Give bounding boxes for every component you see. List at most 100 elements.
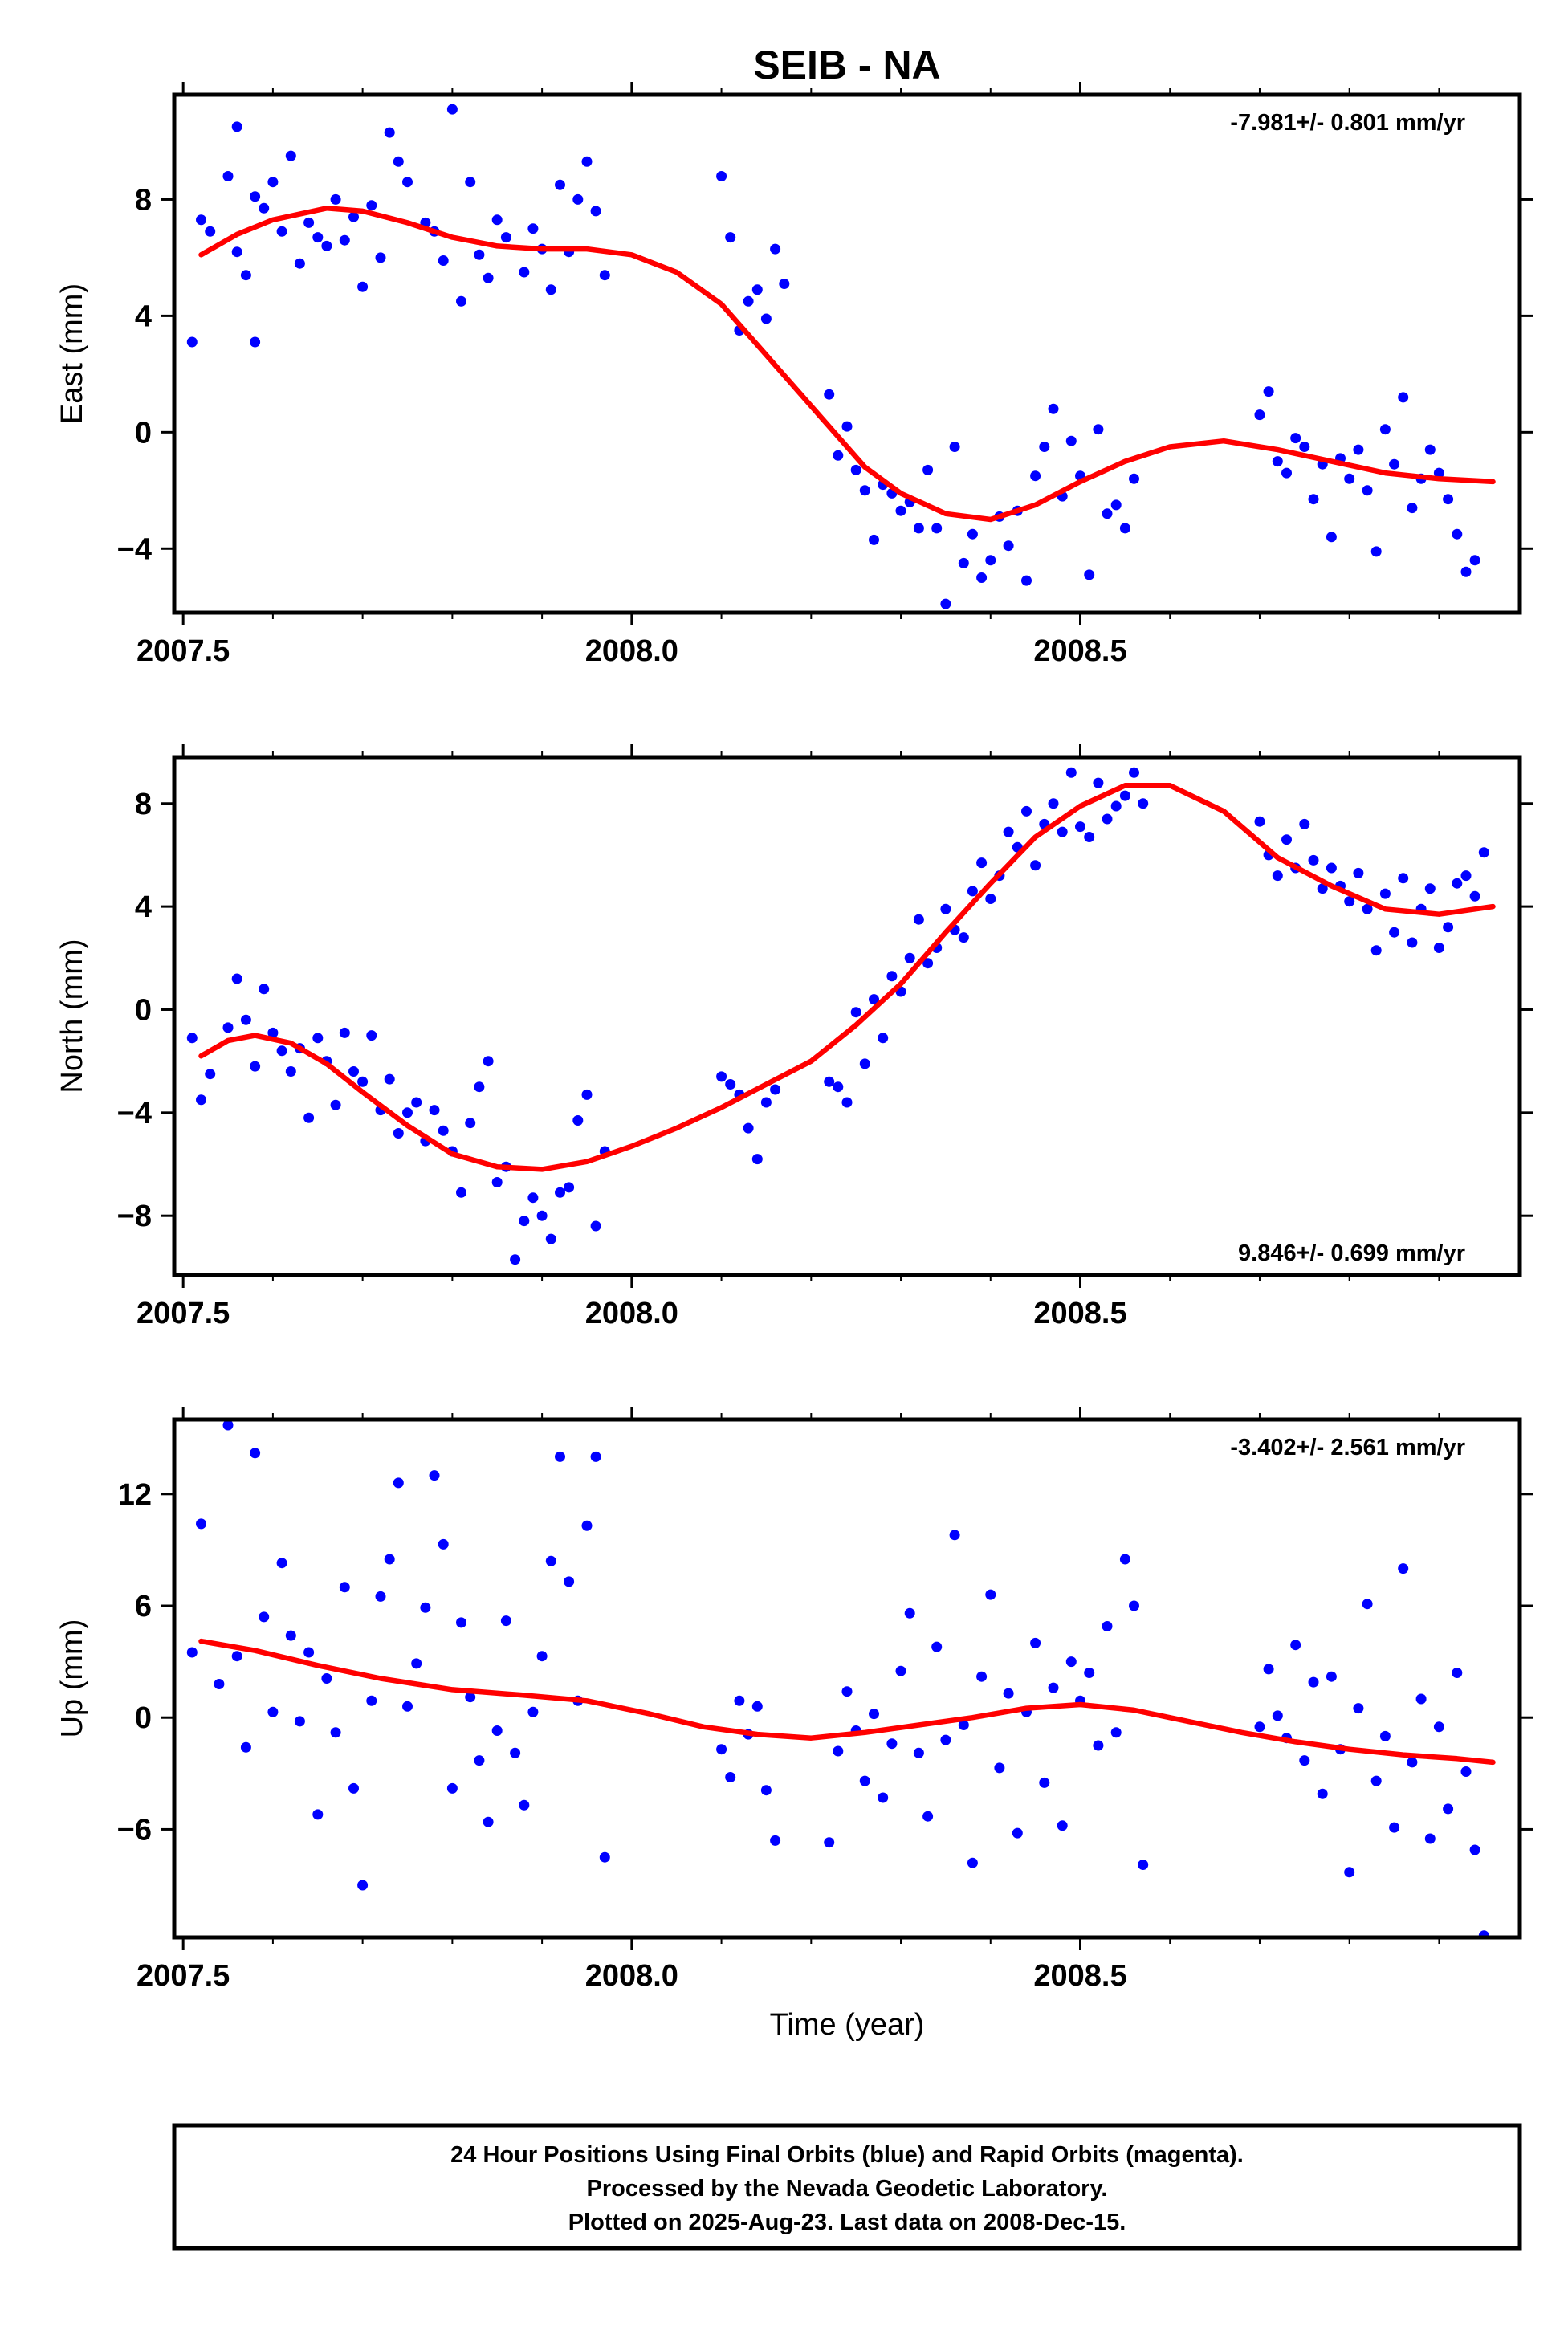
up-point: [366, 1695, 377, 1706]
up-point: [339, 1582, 350, 1593]
up-point: [1443, 1803, 1454, 1815]
north-point: [357, 1076, 369, 1087]
east-point: [1039, 442, 1050, 452]
east-point: [1469, 555, 1480, 566]
north-point: [922, 958, 934, 969]
east-point: [1272, 456, 1283, 467]
north-point: [1398, 873, 1409, 884]
east-point: [500, 232, 511, 243]
up-point: [483, 1816, 494, 1827]
east-rate-label: -7.981+/- 0.801 mm/yr: [1230, 110, 1465, 136]
north-plot-frame: [172, 755, 1522, 1277]
east-point: [922, 464, 934, 475]
north-point: [465, 1118, 476, 1129]
north-point: [1379, 888, 1391, 899]
north-point: [240, 1014, 251, 1025]
east-point: [1110, 499, 1122, 511]
up-point: [420, 1602, 431, 1613]
up-point: [1039, 1777, 1050, 1788]
east-point: [250, 191, 261, 202]
east-point: [841, 421, 853, 432]
up-point: [1308, 1676, 1319, 1688]
up-point: [878, 1792, 889, 1803]
east-point: [259, 202, 270, 214]
east-point: [231, 121, 242, 132]
north-point: [1272, 870, 1283, 882]
up-point: [833, 1745, 844, 1757]
up-point: [1415, 1693, 1427, 1705]
up-point: [1407, 1757, 1418, 1768]
east-point: [1326, 532, 1337, 543]
up-point: [429, 1470, 440, 1481]
up-point: [751, 1701, 763, 1712]
north-point: [545, 1233, 556, 1244]
east-point: [231, 246, 242, 258]
north-x-tick-label: 2008.0: [585, 1297, 678, 1330]
east-point: [1030, 470, 1041, 482]
north-point: [250, 1061, 261, 1072]
east-point: [446, 104, 458, 115]
east-point: [402, 177, 413, 188]
footer-line-1: 24 Hour Positions Using Final Orbits (bl…: [450, 2142, 1244, 2168]
north-point: [1057, 826, 1068, 837]
north-point: [384, 1073, 395, 1085]
north-point: [1003, 826, 1014, 837]
up-point: [1398, 1563, 1409, 1574]
north-point: [1129, 767, 1139, 778]
north-point: [527, 1192, 539, 1204]
east-point: [1119, 523, 1130, 534]
up-point: [186, 1647, 198, 1658]
up-point: [545, 1555, 556, 1566]
east-point: [1452, 528, 1463, 540]
east-point: [985, 555, 996, 566]
north-point: [205, 1069, 216, 1080]
north-point: [1048, 798, 1059, 809]
north-point: [1353, 867, 1364, 878]
north-x-tick-label: 2007.5: [136, 1297, 230, 1330]
north-point: [976, 857, 988, 869]
east-point: [869, 534, 879, 545]
east-y-axis-label: East (mm): [55, 283, 89, 424]
east-panel: 2007.5 2008.0 2008.5 −4 0 4 8 East (mm) -7.981+/…: [55, 82, 1533, 668]
north-point: [259, 984, 270, 995]
footer-box: 24 Hour Positions Using Final Orbits (bl…: [172, 2123, 1522, 2251]
north-point: [751, 1154, 763, 1165]
east-point: [590, 206, 601, 217]
east-point: [760, 313, 772, 324]
up-point: [922, 1811, 934, 1822]
up-point: [474, 1755, 485, 1766]
north-point: [869, 994, 879, 1005]
north-y-tick-label: −8: [117, 1200, 152, 1233]
north-point: [491, 1177, 503, 1187]
up-point: [240, 1741, 251, 1753]
north-point: [339, 1027, 350, 1038]
east-point: [1460, 566, 1472, 577]
east-point: [294, 258, 305, 269]
east-point: [1433, 467, 1444, 479]
north-point: [196, 1094, 206, 1106]
east-point: [976, 572, 988, 583]
north-data-points: [186, 767, 1489, 1265]
north-point: [590, 1220, 601, 1232]
north-point: [267, 1027, 279, 1038]
east-point: [716, 171, 727, 181]
north-point: [330, 1099, 341, 1110]
up-point: [285, 1630, 296, 1641]
east-point: [1398, 392, 1409, 403]
north-point: [841, 1097, 853, 1108]
up-point: [985, 1589, 996, 1600]
north-point: [1021, 805, 1032, 817]
up-point: [904, 1607, 915, 1619]
north-point: [1433, 943, 1444, 953]
up-point: [1389, 1822, 1400, 1833]
up-x-tick-label: 2008.5: [1033, 1959, 1126, 1993]
up-point: [402, 1701, 413, 1712]
up-point: [1003, 1688, 1014, 1699]
north-point: [1469, 890, 1480, 902]
up-point: [384, 1554, 395, 1565]
up-point: [1138, 1860, 1149, 1870]
up-point: [734, 1695, 745, 1706]
east-point: [222, 171, 234, 181]
up-point: [841, 1686, 853, 1697]
north-point: [222, 1022, 234, 1033]
